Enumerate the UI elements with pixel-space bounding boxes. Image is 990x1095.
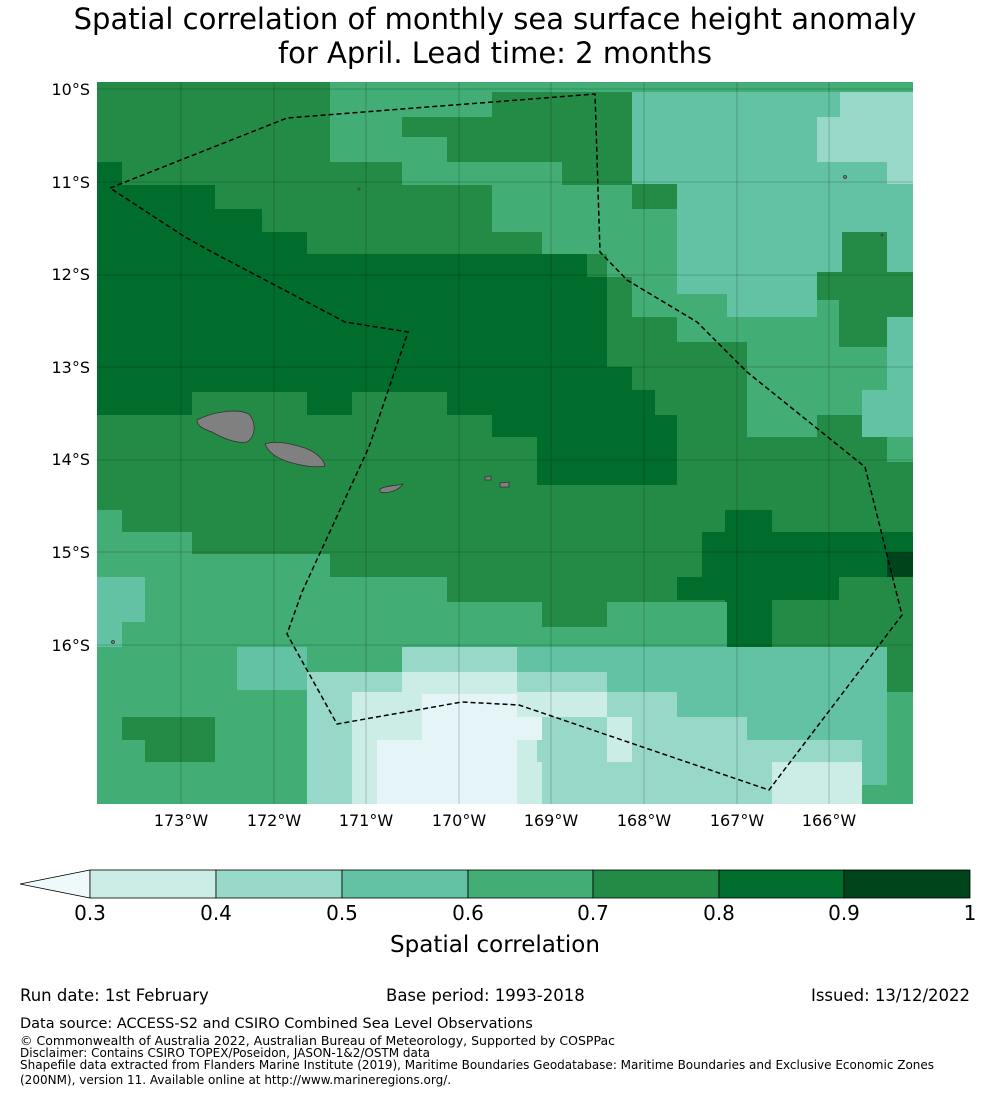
data-source: Data source: ACCESS-S2 and CSIRO Combine… [20, 1016, 533, 1032]
region-06-07-north [330, 82, 913, 462]
lat-label-16s: 16°S [51, 636, 90, 655]
region-05-06-south [97, 577, 145, 647]
title-line-2: for April. Lead time: 2 months [277, 36, 713, 70]
colorbar-tick-0.5: 0.5 [326, 901, 358, 925]
copyright: © Commonwealth of Australia 2022, Austra… [20, 1033, 615, 1048]
shapefile-credit-line-1: Shapefile data extracted from Flanders M… [20, 1058, 935, 1072]
land-tau [499, 481, 510, 488]
region-04-05-northeast [817, 92, 913, 184]
shapefile-credit-line-2: (200NM), version 11. Available online at… [20, 1073, 452, 1087]
lat-label-11s: 11°S [51, 173, 90, 192]
region-09-10-east [887, 552, 913, 577]
lon-label-169w: 169°W [523, 811, 579, 830]
issued-date: Issued: 13/12/2022 [810, 986, 970, 1005]
land-upolu [264, 441, 326, 468]
colorbar-tick-0.3: 0.3 [74, 901, 106, 925]
colorbar-tick-0.9: 0.9 [828, 901, 860, 925]
region-08-09-east [677, 510, 913, 647]
colorbar-tick-0.7: 0.7 [577, 901, 609, 925]
land-islet-4 [111, 640, 115, 644]
colorbar-extend-arrow [19, 869, 91, 899]
eez-boundary [109, 93, 903, 791]
region-04-05-southmid [307, 717, 330, 804]
colorbar-bin-03-04 [89, 869, 217, 899]
land-islet-3 [880, 233, 884, 237]
colorbar-bin-08-09 [718, 869, 845, 899]
region-below-03 [377, 694, 542, 804]
run-date: Run date: 1st February [20, 986, 209, 1005]
land-savaii [196, 410, 255, 443]
base-period: Base period: 1993-2018 [386, 986, 585, 1005]
land-ofu [484, 475, 492, 481]
colorbar-bin-07-08 [592, 869, 720, 899]
lat-label-12s: 12°S [51, 265, 90, 284]
colorbar-tick-0.6: 0.6 [452, 901, 484, 925]
disclaimer: Disclaimer: Contains CSIRO TOPEX/Poseido… [20, 1046, 430, 1060]
chart-title: Spatial correlation of monthly sea surfa… [0, 2, 990, 70]
colorbar-bin-04-05 [215, 869, 343, 899]
land [111, 175, 884, 644]
land-islet-2 [843, 175, 847, 179]
region-06-07-southeast [887, 740, 913, 804]
graticule [97, 82, 913, 804]
lat-label-10s: 10°S [51, 80, 90, 99]
correlation-map [97, 82, 913, 804]
colorbar-bin-06-07 [467, 869, 594, 899]
lat-label-13s: 13°S [51, 358, 90, 377]
colorbar-tick-0.4: 0.4 [200, 901, 232, 925]
lon-label-170w: 170°W [431, 811, 487, 830]
lon-label-166w: 166°W [801, 811, 857, 830]
lat-label-15s: 15°S [51, 543, 90, 562]
land-islet-1 [357, 187, 361, 191]
land-tutuila [379, 483, 404, 493]
region-07-08-southwest [122, 717, 215, 762]
colorbar-bin-05-06 [341, 869, 469, 899]
colorbar-label: Spatial correlation [390, 932, 600, 958]
lon-label-173w: 173°W [153, 811, 209, 830]
region-03-04-southeast [772, 762, 862, 804]
lon-label-167w: 167°W [709, 811, 765, 830]
lat-label-14s: 14°S [51, 450, 90, 469]
lon-label-168w: 168°W [616, 811, 672, 830]
colorbar [18, 868, 973, 902]
region-08-09-west [97, 162, 677, 485]
colorbar-tick-0.8: 0.8 [703, 901, 735, 925]
region-05-06-east-edge [862, 317, 913, 437]
colorbar-bin-09-10 [843, 869, 971, 899]
title-line-1: Spatial correlation of monthly sea surfa… [73, 2, 917, 36]
lon-label-172w: 172°W [246, 811, 302, 830]
colorbar-tick-1: 1 [963, 901, 977, 925]
lon-label-171w: 171°W [338, 811, 394, 830]
